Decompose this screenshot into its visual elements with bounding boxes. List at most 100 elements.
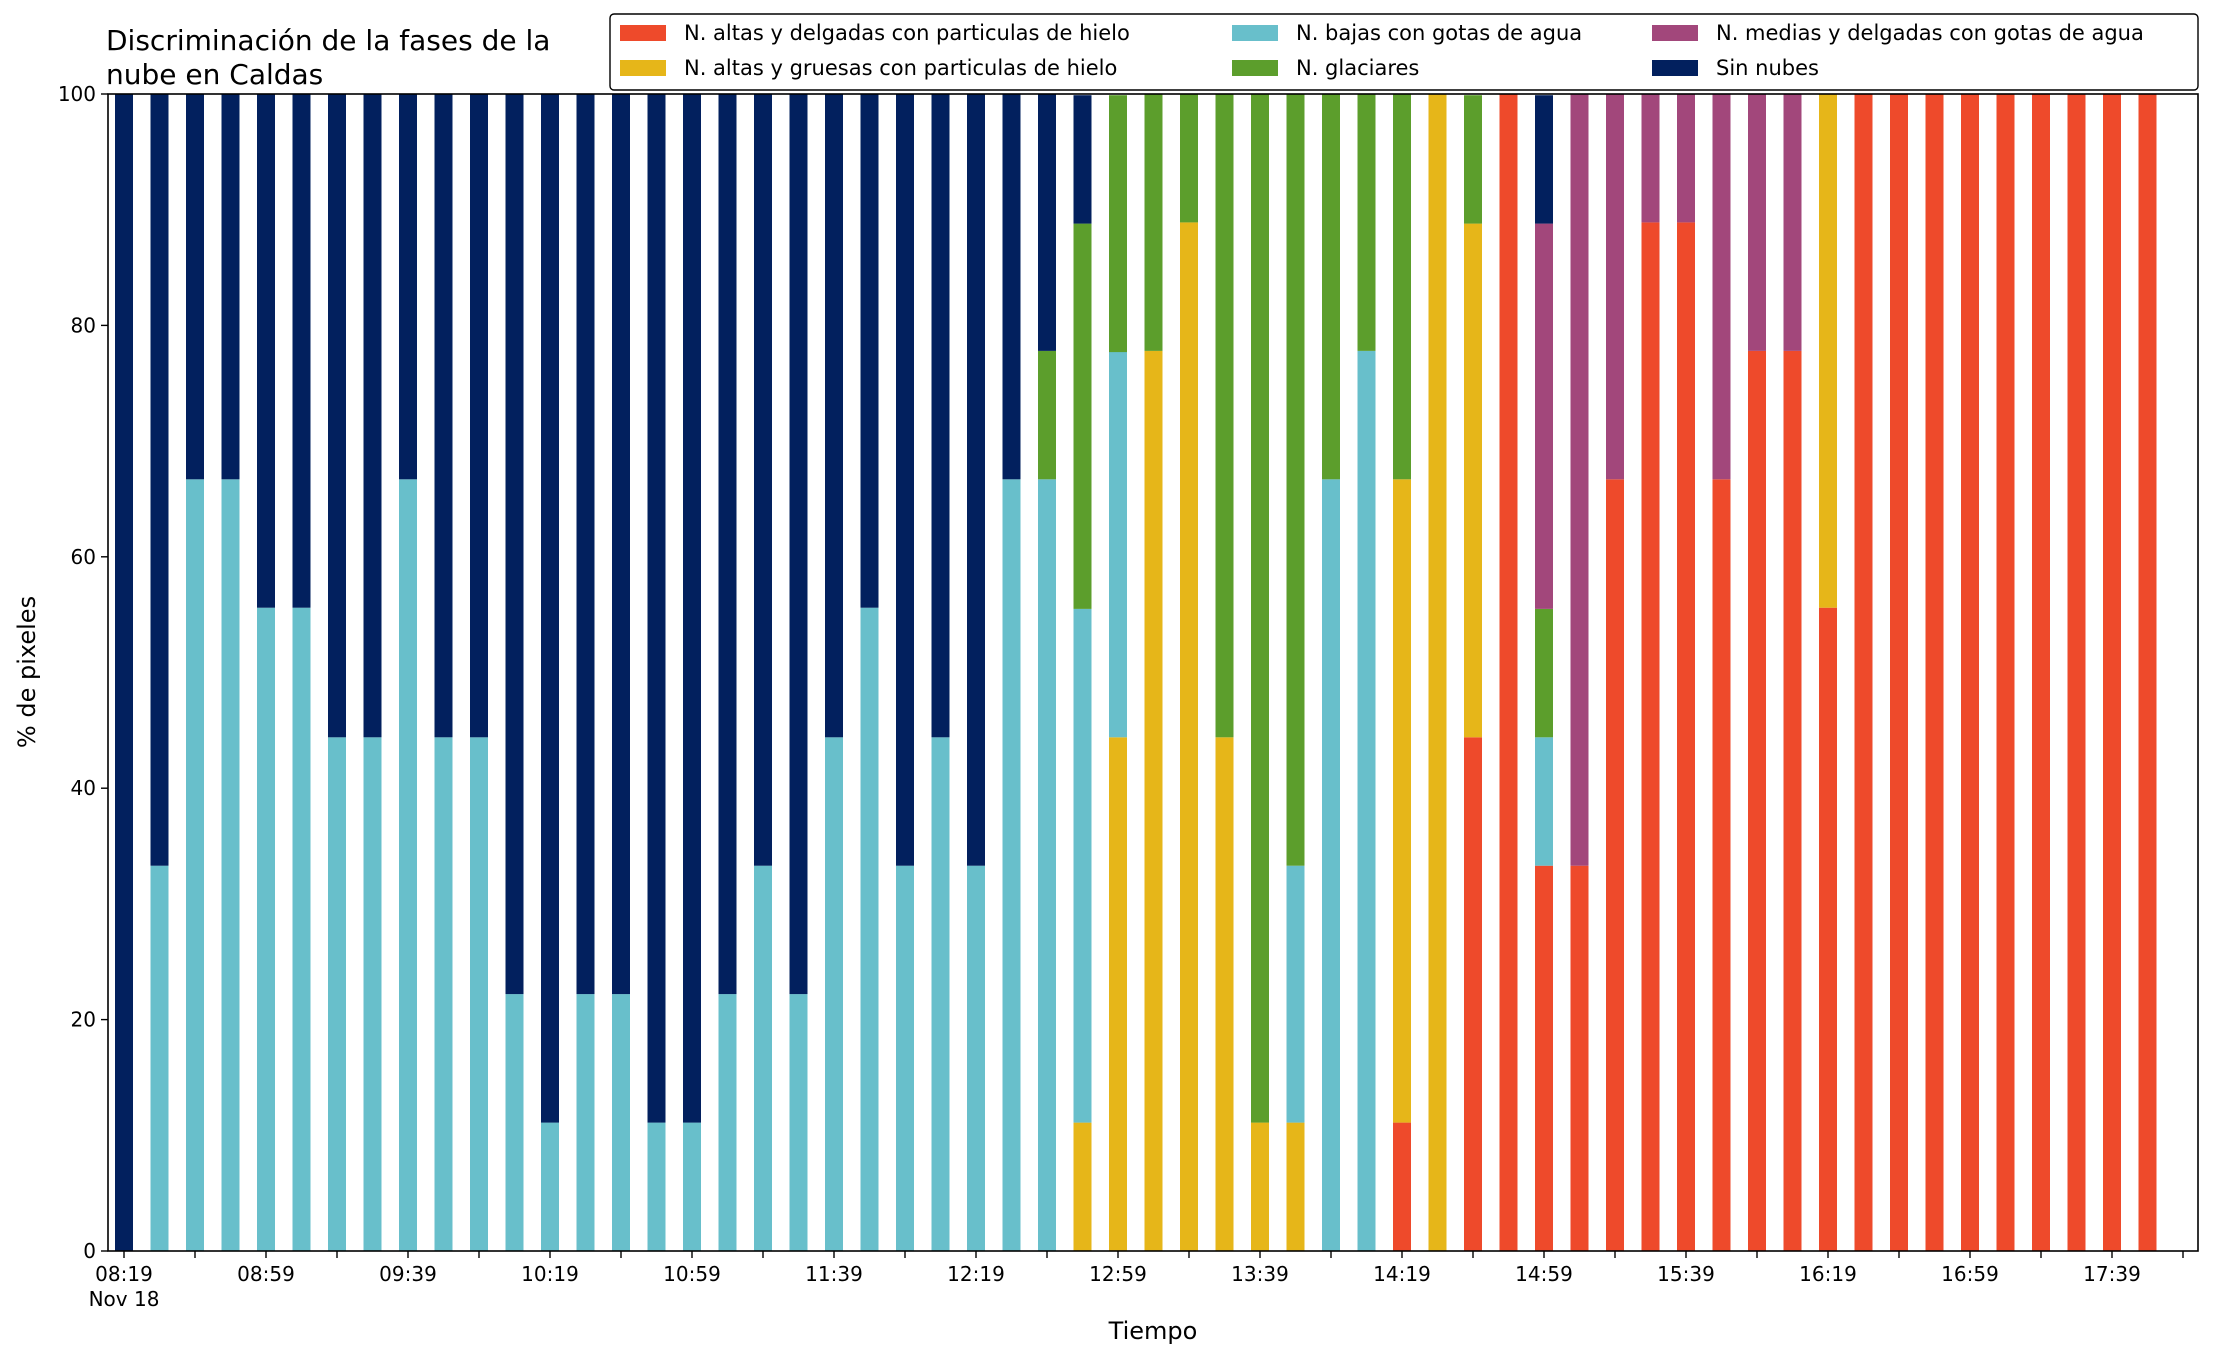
legend-label-altas_delgadas: N. altas y delgadas con particulas de hi…: [684, 21, 1130, 45]
bar-segment-bajas-25: [1002, 479, 1021, 1251]
bar-segment-sin_nubes-14: [612, 94, 630, 995]
bar-segment-bajas-10: [470, 737, 488, 1251]
bar-segment-altas_delgadas-56: [2103, 94, 2121, 1251]
legend-box: [609, 13, 2199, 91]
y-axis-label: % de pixeles: [13, 596, 41, 748]
bar-segment-altas_delgadas-43: [1641, 222, 1660, 1251]
bar-segment-sin_nubes-9: [434, 94, 453, 738]
bar-segment-bajas-6: [328, 737, 346, 1251]
bar-segment-altas_delgadas-41: [1570, 865, 1589, 1251]
bar-segment-altas_delgadas-52: [1961, 94, 1979, 1251]
bar-segment-altas_delgadas-50: [1890, 94, 1908, 1251]
bar-segment-glaciares-38: [1464, 95, 1482, 224]
bar-segment-bajas-17: [718, 994, 737, 1251]
bar-segment-sin_nubes-3: [221, 94, 240, 480]
bar-segment-glaciares-30: [1180, 94, 1198, 223]
bar-segment-altas_delgadas-48: [1819, 607, 1837, 1251]
bar-segment-glaciares-28: [1109, 95, 1127, 353]
bar-segment-altas_delgadas-55: [2067, 94, 2086, 1251]
bar-segment-bajas-8: [399, 479, 417, 1251]
bar-segment-altas_delgadas-54: [2032, 94, 2050, 1251]
bar-segment-sin_nubes-25: [1002, 94, 1021, 480]
bar-segment-altas_delgadas-36: [1393, 1122, 1411, 1251]
bar-segment-sin_nubes-22: [896, 94, 914, 866]
bar-segment-glaciares-27: [1073, 223, 1092, 609]
bar-segment-sin_nubes-19: [789, 94, 808, 995]
x-tick-label-5: 11:39: [805, 1262, 863, 1286]
bar-segment-sin_nubes-16: [683, 94, 701, 1123]
bar-segment-medias-46: [1748, 94, 1766, 351]
x-tick-label-13: 16:59: [1941, 1262, 1999, 1286]
bar-segment-altas_delgadas-47: [1783, 350, 1802, 1251]
legend-label-sin_nubes: Sin nubes: [1716, 56, 1819, 80]
bar-segment-altas_delgadas-53: [1996, 94, 2015, 1251]
bar-segment-glaciares-32: [1251, 94, 1269, 1123]
bar-segment-sin_nubes-18: [754, 94, 772, 866]
bar-segment-sin_nubes-1: [150, 94, 169, 866]
bar-segment-altas_delgadas-46: [1748, 350, 1766, 1251]
bar-segment-bajas-16: [683, 1122, 701, 1251]
y-tick-label-5: 100: [58, 82, 96, 106]
bar-segment-sin_nubes-23: [931, 94, 950, 738]
bar-segment-bajas-18: [754, 865, 772, 1251]
x-tick-label-4: 10:59: [663, 1262, 721, 1286]
legend: N. altas y delgadas con particulas de hi…: [609, 13, 2199, 91]
y-tick-label-2: 40: [71, 776, 96, 800]
bar-segment-bajas-3: [221, 479, 240, 1251]
bar-segment-bajas-23: [931, 737, 950, 1251]
bar-segment-altas_gruesas-36: [1393, 479, 1411, 1123]
bar-segment-bajas-7: [363, 737, 382, 1251]
bar-segment-bajas-1: [150, 865, 169, 1251]
bar-segment-sin_nubes-2: [186, 94, 204, 480]
bar-segment-sin_nubes-5: [292, 94, 311, 608]
bar-segment-medias-40: [1535, 223, 1553, 609]
bar-segment-glaciares-40: [1535, 608, 1553, 738]
bar-segment-altas_gruesas-29: [1144, 350, 1163, 1251]
legend-label-glaciares: N. glaciares: [1296, 56, 1419, 80]
bar-segment-bajas-11: [505, 994, 524, 1251]
x-tick-label-11: 15:39: [1657, 1262, 1715, 1286]
bar-segment-bajas-26: [1038, 479, 1056, 1251]
bar-segment-altas_delgadas-39: [1499, 94, 1518, 1251]
x-tick-label-10: 14:59: [1515, 1262, 1573, 1286]
bar-segment-altas_delgadas-42: [1606, 479, 1624, 1251]
bar-segment-altas_delgadas-49: [1854, 94, 1873, 1251]
legend-label-altas_gruesas: N. altas y gruesas con particulas de hie…: [684, 56, 1117, 80]
bar-segment-sin_nubes-6: [328, 94, 346, 738]
bar-segment-bajas-4: [257, 607, 275, 1251]
y-axis: 0 20 40 60 80 100: [58, 82, 108, 1263]
x-axis-label: Tiempo: [1108, 1317, 1198, 1345]
bar-segment-altas_gruesas-33: [1286, 1122, 1305, 1251]
bar-segment-sin_nubes-4: [257, 94, 275, 608]
bar-segment-glaciares-26: [1038, 350, 1056, 480]
chart-title-line-2: nube en Caldas: [106, 58, 323, 91]
bar-segment-altas_delgadas-51: [1925, 94, 1944, 1251]
chart-title-line-1: Discriminación de la fases de la: [106, 24, 550, 57]
bar-segment-altas_gruesas-48: [1819, 94, 1837, 608]
bar-segment-altas_gruesas-32: [1251, 1122, 1269, 1251]
bar-segment-altas_gruesas-38: [1464, 223, 1482, 738]
bar-segment-sin_nubes-11: [505, 94, 524, 995]
bar-segment-sin_nubes-40: [1535, 95, 1553, 224]
bar-segment-medias-47: [1783, 94, 1802, 351]
legend-swatch-altas_gruesas: [620, 60, 666, 76]
x-tick-label-1: 08:59: [237, 1262, 295, 1286]
bar-segment-altas_delgadas-57: [2138, 94, 2157, 1251]
legend-swatch-bajas: [1232, 25, 1278, 41]
bars-layer: [115, 94, 2157, 1251]
legend-label-bajas: N. bajas con gotas de agua: [1296, 21, 1582, 45]
y-tick-label-4: 80: [71, 313, 96, 337]
y-tick-label-0: 0: [83, 1239, 96, 1263]
bar-segment-bajas-35: [1357, 350, 1376, 1251]
bar-segment-sin_nubes-24: [967, 94, 985, 866]
x-axis: 08:19 08:59 09:39 10:19 10:59 11:39 12:19 12:59…: [89, 1251, 2184, 1311]
bar-segment-altas_delgadas-40: [1535, 865, 1553, 1251]
bar-segment-altas_delgadas-44: [1677, 222, 1695, 1251]
x-tick-label-7: 12:59: [1089, 1262, 1147, 1286]
bar-segment-sin_nubes-17: [718, 94, 737, 995]
bar-segment-glaciares-34: [1322, 94, 1340, 480]
bar-segment-glaciares-35: [1357, 94, 1376, 351]
bar-segment-altas_delgadas-38: [1464, 737, 1482, 1251]
bar-segment-sin_nubes-12: [541, 94, 559, 1123]
bar-segment-altas_gruesas-31: [1215, 737, 1234, 1251]
